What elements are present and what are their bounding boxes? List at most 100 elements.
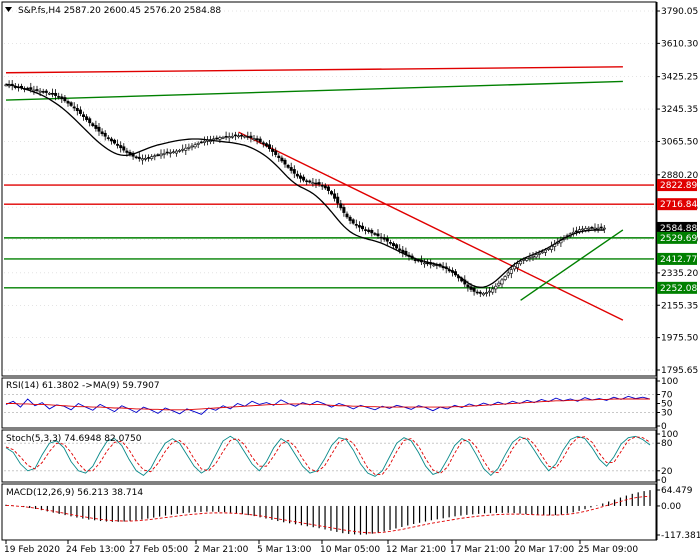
y-tick-label: -117.381 <box>661 531 700 541</box>
price-pane[interactable]: S&P.fs,H4 2587.20 2600.45 2576.20 2584.8… <box>1 1 657 377</box>
candle-body <box>432 264 436 267</box>
trend-line <box>5 80 623 101</box>
candle-body <box>302 176 306 181</box>
candle-body <box>255 138 259 141</box>
candle-body <box>97 126 101 132</box>
candle-body <box>215 137 219 140</box>
candle-body <box>472 287 476 292</box>
candle-body <box>484 292 488 294</box>
candle-body <box>534 254 538 258</box>
candle-body <box>91 123 95 126</box>
y-tick-label: 2155.35 <box>661 301 698 311</box>
x-tick-label: 25 Mar 09:00 <box>578 545 638 555</box>
candle-body <box>537 252 541 255</box>
chart-title: S&P.fs,H4 2587.20 2600.45 2576.20 2584.8… <box>18 6 221 16</box>
candle-body <box>581 228 585 231</box>
candle-body <box>395 244 399 249</box>
y-tick-label: 80 <box>661 439 673 449</box>
price-tag-label: 2529.69 <box>660 234 697 244</box>
candle-body <box>116 143 120 146</box>
rsi-pane-frame <box>1 377 657 429</box>
rsi-ma-line <box>6 398 650 411</box>
candle-body <box>75 108 79 112</box>
candle-body <box>125 150 129 153</box>
rsi-pane[interactable]: RSI(14) 61.3802 ->MA(9) 59.7907 <box>1 377 657 429</box>
candle-body <box>466 284 470 288</box>
candle-body <box>574 230 578 233</box>
price-tag-label: 2584.88 <box>660 224 697 234</box>
candle-body <box>78 109 82 114</box>
price-tag-label: 2716.84 <box>660 200 697 210</box>
candle-body <box>382 237 386 240</box>
candle-body <box>264 143 268 147</box>
candle-body <box>184 147 188 151</box>
candle-body <box>326 186 330 191</box>
macd-pane[interactable]: MACD(12,26,9) 56.213 38.714 <box>1 483 657 541</box>
candle-body <box>41 91 45 93</box>
candle-body <box>398 248 402 251</box>
candle-body <box>283 159 287 165</box>
candle-body <box>367 229 371 232</box>
candle-body <box>525 258 529 261</box>
candle-body <box>515 263 519 268</box>
horizontal-levels <box>4 184 654 289</box>
y-tick-label: 100 <box>661 377 678 387</box>
candle-body <box>85 116 89 121</box>
candle-body <box>178 150 182 152</box>
price-tag <box>657 198 697 211</box>
price-tag-label: 2252.08 <box>660 284 697 294</box>
candle-body <box>391 243 395 247</box>
candle-body <box>230 135 234 138</box>
stoch-pane[interactable]: Stoch(5,3,3) 74.6948 82.0750 <box>1 429 657 483</box>
candle-body <box>190 145 194 148</box>
candle-body <box>289 167 293 171</box>
candle-body <box>311 182 315 185</box>
candle-body <box>159 153 163 157</box>
candle-body <box>26 87 30 90</box>
candle-body <box>314 182 318 185</box>
candle-body <box>60 96 64 100</box>
candle-body <box>88 118 92 124</box>
candle-body <box>413 259 417 261</box>
candle-body <box>528 257 532 259</box>
candle-body <box>171 151 175 154</box>
macd-axis: 64.479 0.00 -117.381 <box>657 486 700 541</box>
macd-signal-line <box>5 495 651 534</box>
candle-body <box>162 153 166 155</box>
candle-body <box>233 134 237 137</box>
candle-body <box>491 288 495 293</box>
candle-body <box>317 182 321 185</box>
candle-body <box>388 242 392 244</box>
candle-body <box>292 169 296 174</box>
candle-body <box>320 184 324 187</box>
y-tick-label: 2335.20 <box>661 269 698 279</box>
candle-body <box>345 213 349 218</box>
candle-body <box>150 156 154 159</box>
candle-body <box>587 227 591 230</box>
price-grid <box>4 10 654 371</box>
candle-body <box>512 265 516 270</box>
candle-body <box>63 97 67 102</box>
candle-body <box>475 291 479 294</box>
candle-body <box>500 279 504 285</box>
candle-body <box>224 135 228 138</box>
candle-body <box>481 292 485 296</box>
candle-body <box>38 90 42 93</box>
candle-body <box>237 135 241 138</box>
candle-body <box>593 227 597 230</box>
candle-body <box>329 191 333 195</box>
candle-body <box>308 180 312 183</box>
candle-body <box>342 207 346 213</box>
candle-body <box>469 286 473 290</box>
price-tag <box>657 281 697 294</box>
candle-body <box>543 249 547 253</box>
x-tick-label: 10 Mar 05:00 <box>320 545 380 555</box>
candle-body <box>509 269 513 274</box>
candle-body <box>339 203 343 209</box>
candle-body <box>187 146 191 149</box>
symbol-dropdown-icon[interactable] <box>5 7 12 12</box>
candle-body <box>168 152 172 154</box>
candle-body <box>193 144 197 148</box>
candle-body <box>360 225 364 230</box>
candle-body <box>50 92 54 95</box>
